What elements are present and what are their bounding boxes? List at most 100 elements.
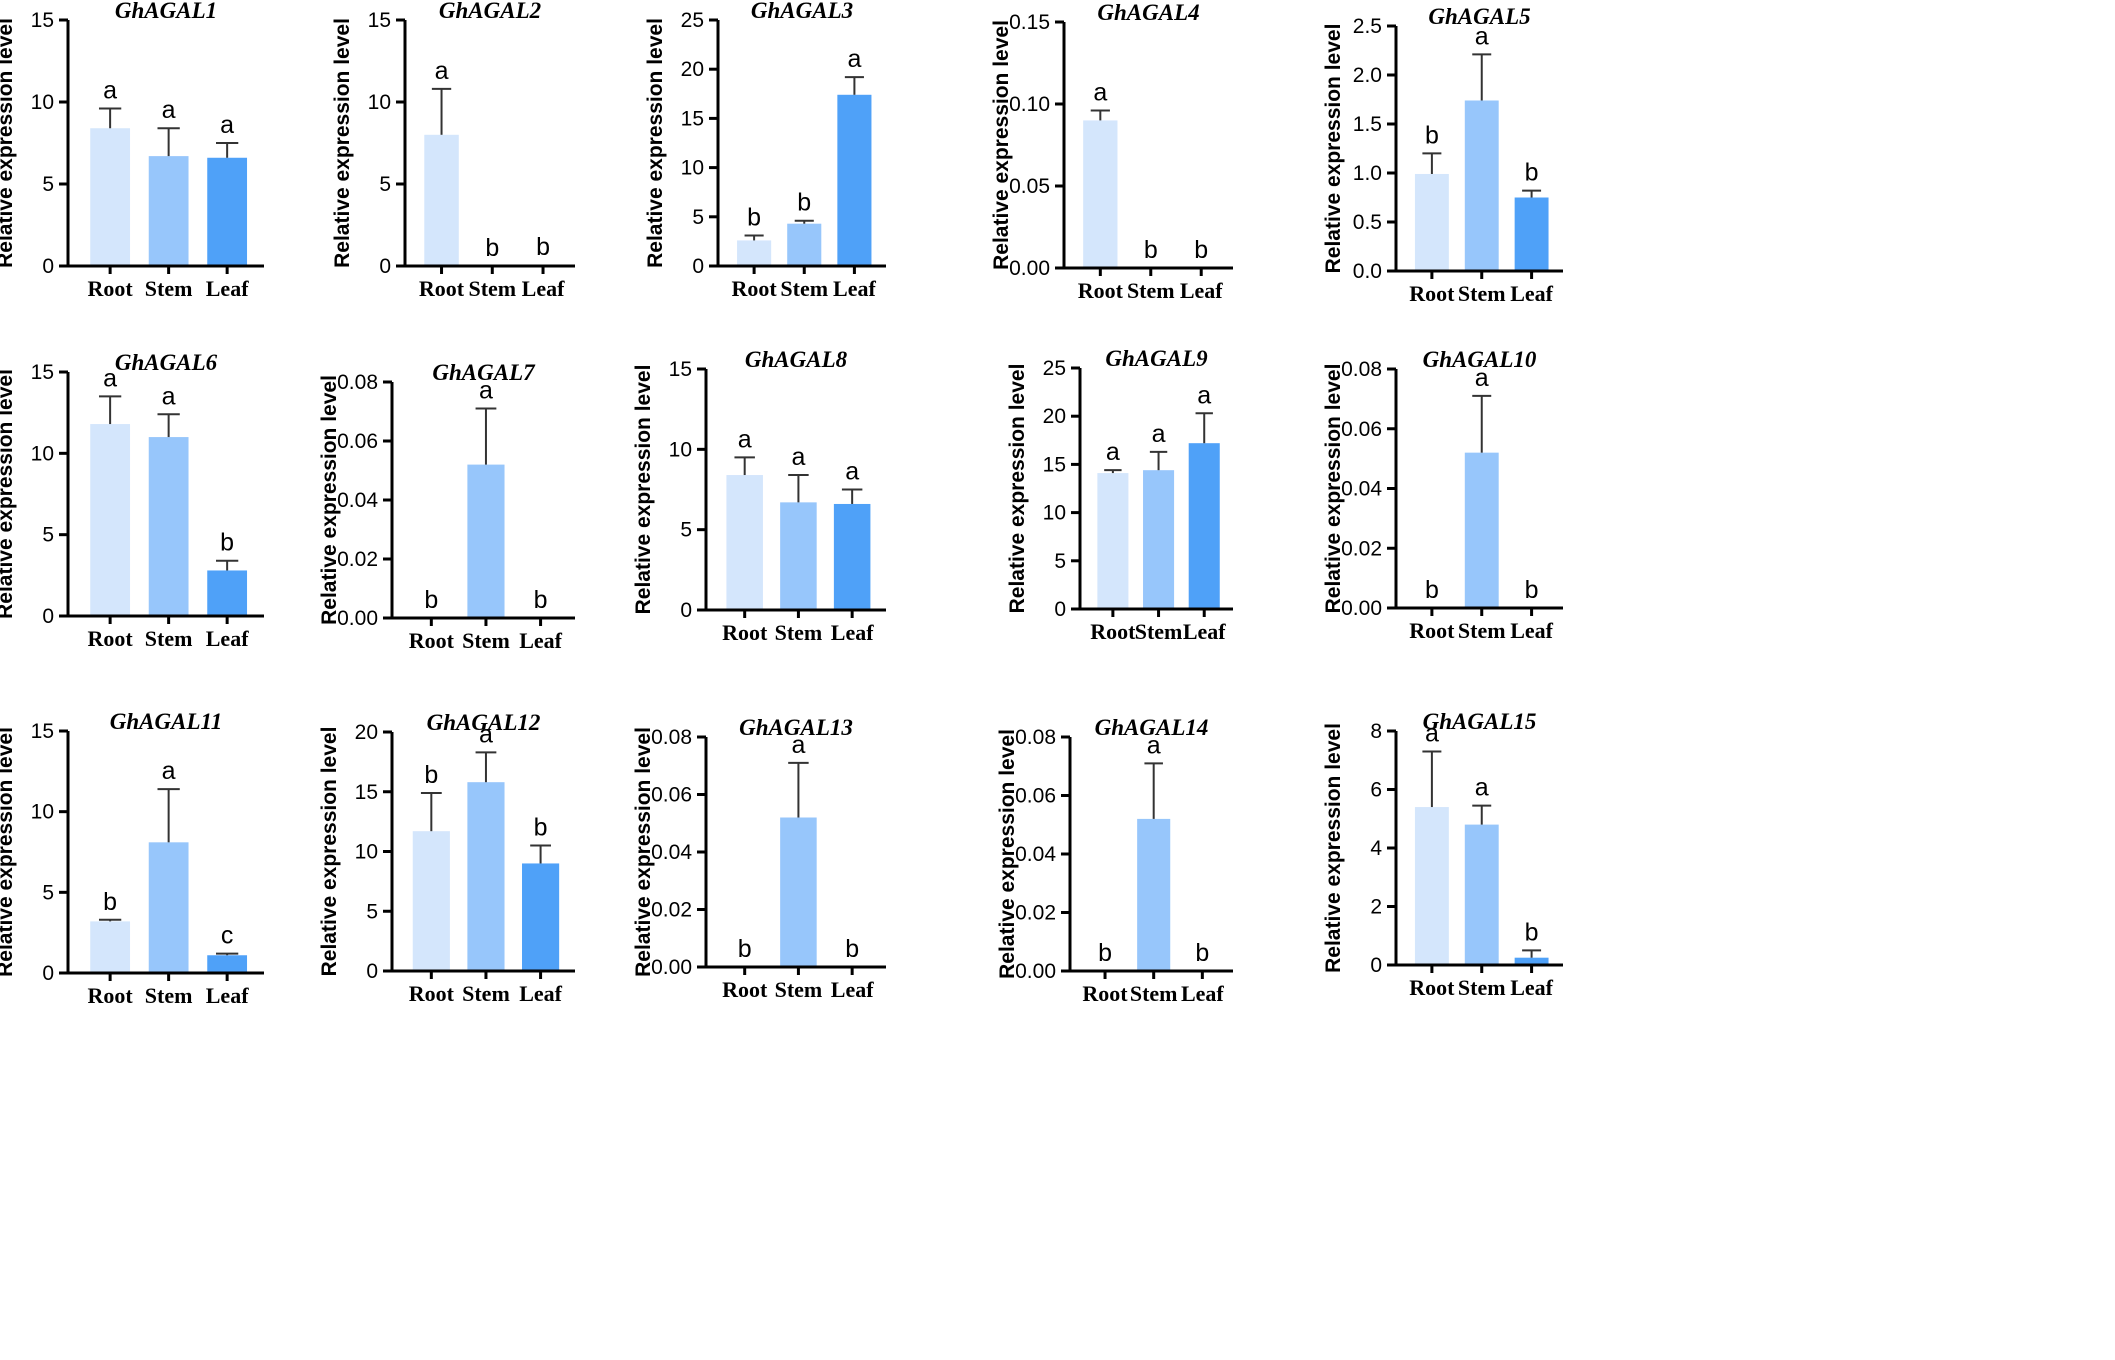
significance-letter: a (847, 45, 861, 73)
chart-title: GhAGAL12 (427, 710, 541, 735)
bar-stem (780, 502, 817, 610)
x-tick-label: Stem (145, 276, 193, 301)
y-tick-label: 0.08 (1341, 358, 1382, 381)
bar-root (424, 134, 459, 266)
x-tick-label: Root (88, 983, 134, 1008)
y-tick-label: 0.00 (1015, 960, 1056, 983)
significance-letter: b (534, 586, 548, 614)
bar-root (412, 831, 450, 971)
y-tick-label: 0.08 (337, 371, 378, 394)
bar-stem (467, 782, 505, 971)
y-tick-label: 10 (681, 157, 704, 180)
bar-leaf (1514, 957, 1549, 965)
y-tick-label: 5 (42, 173, 54, 196)
y-tick-label: 5 (680, 519, 692, 542)
x-tick-label: Root (1409, 281, 1455, 306)
y-tick-label: 15 (31, 361, 54, 384)
y-tick-label: 25 (681, 9, 704, 32)
y-axis-label: Relative expression level (318, 727, 341, 977)
x-tick-label: Stem (1130, 981, 1178, 1006)
bar-leaf (1188, 443, 1220, 609)
x-tick-label: Root (88, 276, 134, 301)
significance-letter: c (221, 922, 234, 950)
bar-leaf (1514, 197, 1549, 271)
y-tick-label: 0 (42, 605, 54, 628)
x-tick-label: Stem (462, 981, 510, 1006)
y-tick-label: 10 (31, 801, 54, 824)
y-tick-label: 10 (355, 841, 378, 864)
chart-panel-8: GhAGAL8 Relative expression level a Root a St… (632, 347, 886, 645)
x-tick-label: Leaf (1510, 975, 1553, 1000)
significance-letter: a (479, 720, 493, 748)
y-tick-label: 2 (1370, 896, 1382, 919)
y-tick-label: 6 (1370, 779, 1382, 802)
significance-letter: b (1525, 159, 1539, 187)
x-tick-label: Leaf (831, 977, 874, 1002)
y-tick-label: 0.02 (1015, 902, 1056, 925)
chart-panel-1: GhAGAL1 Relative expression level a Root a St… (0, 0, 264, 301)
bar-stem (1137, 818, 1171, 971)
significance-letter: a (103, 77, 117, 105)
y-tick-label: 0.02 (1341, 537, 1382, 560)
x-tick-label: Stem (468, 276, 516, 301)
y-tick-label: 10 (31, 91, 54, 114)
x-tick-label: Stem (462, 628, 510, 653)
significance-letter: b (536, 233, 550, 261)
x-tick-label: Leaf (1510, 281, 1553, 306)
bar-root (90, 921, 131, 973)
y-tick-label: 15 (368, 9, 391, 32)
chart-title: GhAGAL11 (110, 709, 222, 734)
chart-panel-11: GhAGAL11 Relative expression level b Root a S… (0, 709, 264, 1008)
significance-letter: b (424, 761, 438, 789)
x-tick-label: Leaf (833, 276, 876, 301)
significance-letter: b (1525, 576, 1539, 604)
significance-letter: b (845, 935, 859, 963)
y-tick-label: 0 (1370, 954, 1382, 977)
chart-title: GhAGAL2 (439, 0, 541, 23)
bar-stem (787, 223, 822, 266)
y-tick-label: 1.0 (1353, 162, 1382, 185)
x-tick-label: Root (1409, 975, 1455, 1000)
x-tick-label: Stem (1458, 975, 1506, 1000)
x-tick-label: Leaf (831, 620, 874, 645)
x-tick-label: Leaf (206, 983, 249, 1008)
y-tick-label: 5 (366, 900, 378, 923)
y-tick-label: 0 (680, 599, 692, 622)
chart-title: GhAGAL13 (739, 715, 853, 740)
significance-letter: b (485, 234, 499, 262)
bar-leaf (207, 570, 248, 616)
bar-root (737, 240, 772, 266)
y-tick-label: 0.00 (651, 956, 692, 979)
y-axis-label: Relative expression level (996, 729, 1019, 979)
y-tick-label: 10 (31, 442, 54, 465)
chart-panel-12: GhAGAL12 Relative expression level b Root a S… (318, 710, 575, 1006)
bar-root (726, 475, 763, 610)
y-tick-label: 0.04 (651, 841, 692, 864)
x-tick-label: Root (409, 981, 455, 1006)
chart-title: GhAGAL7 (432, 360, 536, 385)
y-tick-label: 0.0 (1353, 260, 1382, 283)
y-tick-label: 0 (692, 255, 704, 278)
bar-leaf (522, 863, 560, 971)
y-tick-label: 15 (355, 781, 378, 804)
significance-letter: a (1475, 774, 1489, 802)
chart-title: GhAGAL14 (1095, 715, 1209, 740)
significance-letter: a (1093, 79, 1107, 107)
y-tick-label: 0 (42, 255, 54, 278)
significance-letter: b (747, 203, 761, 231)
y-axis-label: Relative expression level (632, 727, 655, 977)
y-tick-label: 5 (1054, 550, 1066, 573)
bar-stem (1143, 470, 1175, 609)
significance-letter: b (1195, 939, 1209, 967)
bar-stem (148, 842, 189, 973)
y-tick-label: 1.5 (1353, 113, 1382, 136)
y-tick-label: 5 (379, 173, 391, 196)
significance-letter: b (220, 529, 234, 557)
significance-letter: b (1194, 236, 1208, 264)
chart-panel-13: GhAGAL13 Relative expression level b Root a S… (632, 715, 886, 1002)
significance-letter: a (845, 458, 859, 486)
bar-stem (148, 156, 189, 266)
